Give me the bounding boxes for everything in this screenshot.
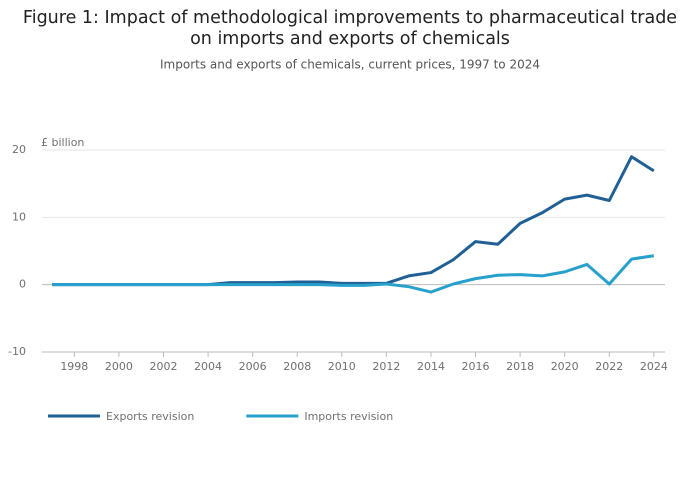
x-tick-label: 2018 [506,360,534,373]
x-tick-label: 2010 [328,360,356,373]
legend-label: Exports revision [106,410,194,423]
x-tick-label: 2014 [417,360,445,373]
legend-label: Imports revision [304,410,393,423]
x-tick-label: 2024 [640,360,668,373]
y-tick-label: 0 [19,278,26,291]
x-tick-label: 1998 [60,360,88,373]
x-tick-label: 2012 [372,360,400,373]
x-tick-label: 2006 [239,360,267,373]
data-line [52,254,655,294]
x-tick-label: 2022 [595,360,623,373]
x-tick-label: 2002 [149,360,177,373]
data-line [52,155,655,287]
y-tick-label: 10 [12,210,26,223]
y-tick-label: 20 [12,143,26,156]
x-tick-label: 2016 [462,360,490,373]
x-tick-label: 2008 [283,360,311,373]
x-tick-label: 2004 [194,360,222,373]
chart-subtitle: Imports and exports of chemicals, curren… [160,58,540,72]
chart-title: Figure 1: Impact of methodological impro… [23,8,677,28]
chart-title: on imports and exports of chemicals [190,29,510,49]
x-tick-label: 2000 [105,360,133,373]
y-tick-label: -10 [8,345,26,358]
x-tick-label: 2020 [551,360,579,373]
y-axis-label: £ billion [41,136,84,149]
